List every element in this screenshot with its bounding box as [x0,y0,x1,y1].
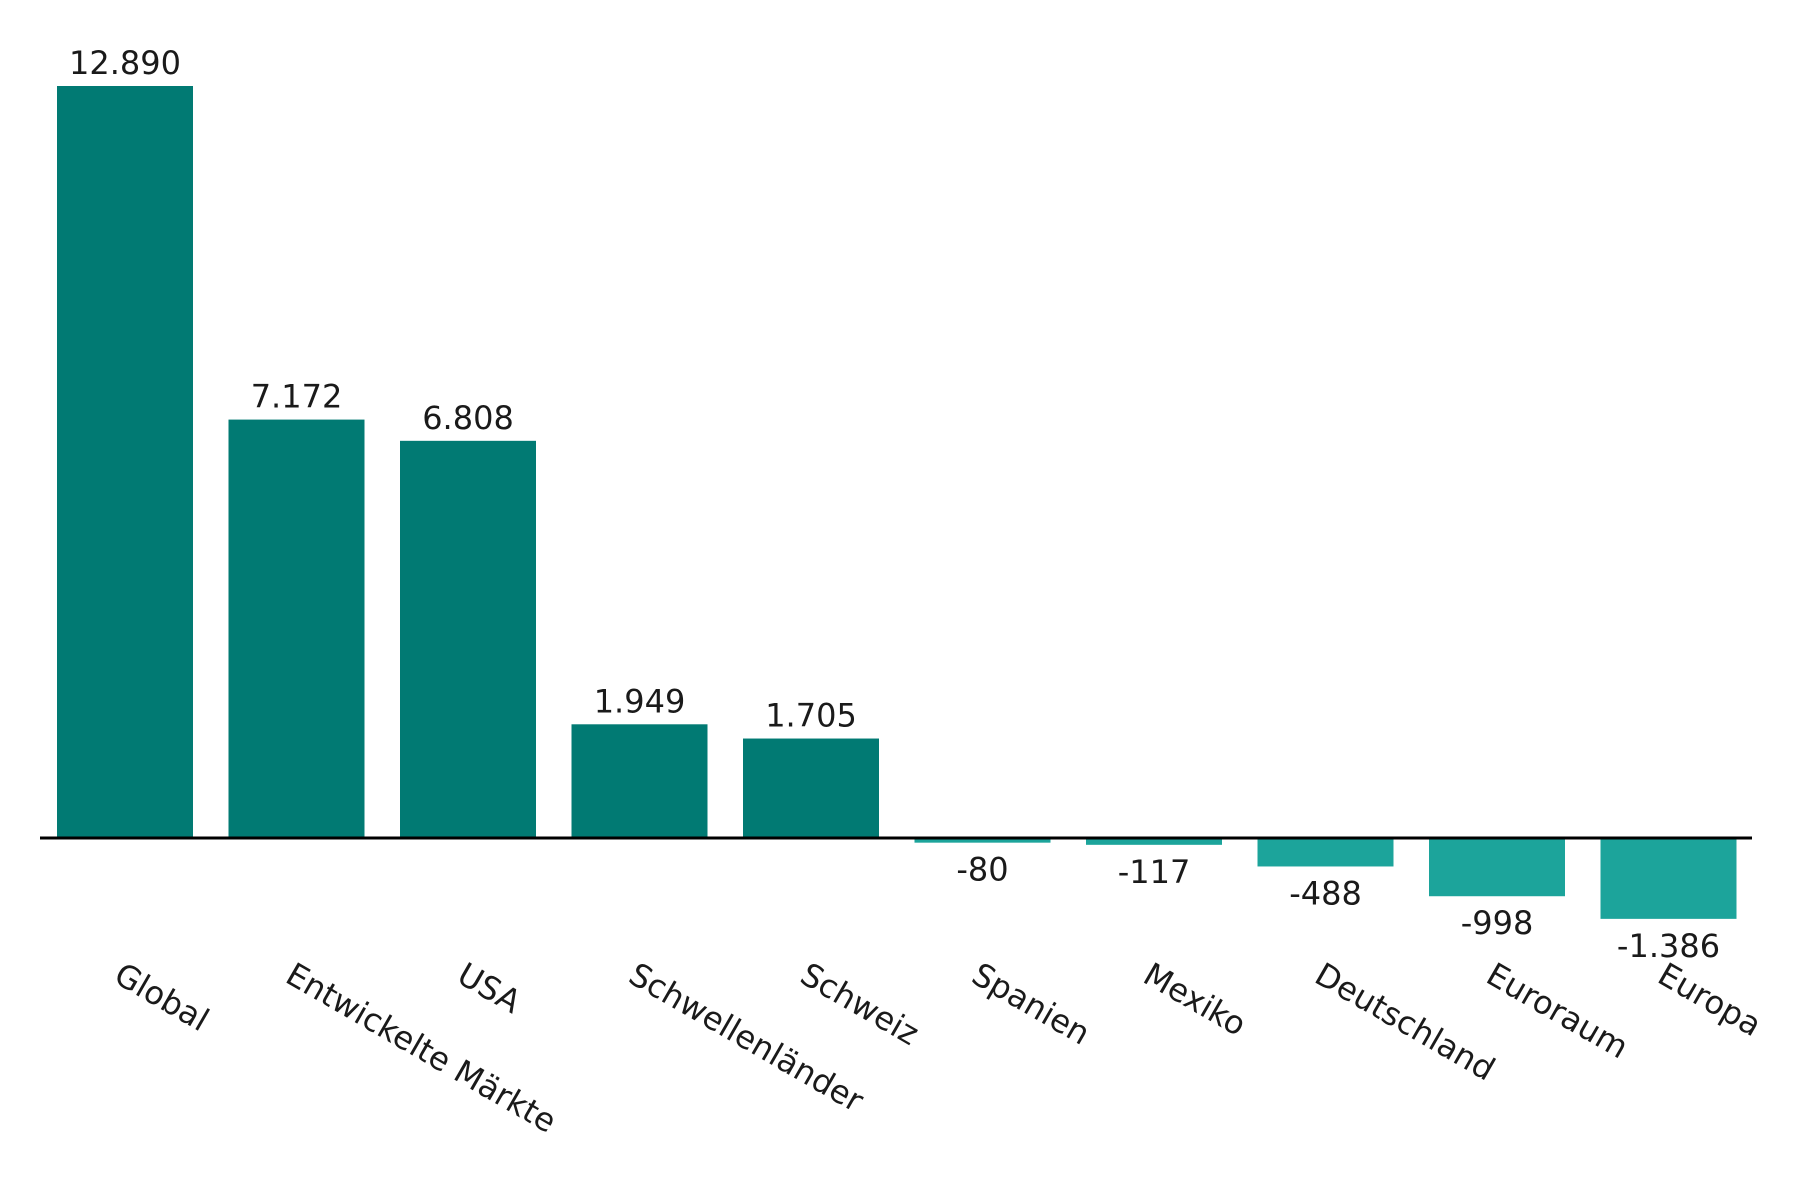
value-labels-group: 12.890 7.172 6.808 1.949 1.705 -80 -117 -488 -99… [69,44,1720,965]
value-label-9: -1.386 [1617,927,1720,965]
value-label-6: -117 [1118,853,1191,891]
bar-9 [1600,838,1737,919]
value-label-5: -80 [956,851,1008,889]
value-label-7: -488 [1289,874,1362,912]
bar-4 [743,738,879,838]
bars-group [57,86,1737,919]
bar-6 [1086,838,1222,845]
bar-8 [1429,838,1565,897]
bar-5 [914,838,1051,843]
bar-1 [228,419,365,838]
bar-7 [1257,838,1394,867]
x-tick-label-6: Mexiko [1137,955,1253,1044]
x-tick-label-4: Schweiz [794,955,925,1053]
x-tick-label-2: USA [451,955,527,1021]
x-tick-label-1: Entwickelte Märkte [280,955,563,1141]
x-tick-label-9: Europa [1652,955,1768,1044]
bar-2 [400,440,536,838]
value-label-1: 7.172 [251,378,343,416]
x-tick-label-5: Spanien [966,955,1097,1053]
value-label-8: -998 [1461,904,1534,942]
value-label-0: 12.890 [69,44,181,82]
value-label-2: 6.808 [422,399,514,437]
x-tick-label-0: Global [108,955,215,1039]
value-label-3: 1.949 [594,682,686,720]
x-tick-label-8: Euroraum [1480,955,1635,1066]
bar-3 [571,724,708,838]
value-label-4: 1.705 [765,697,857,735]
bar-0 [57,86,193,838]
x-tick-label-7: Deutschland [1309,955,1502,1088]
